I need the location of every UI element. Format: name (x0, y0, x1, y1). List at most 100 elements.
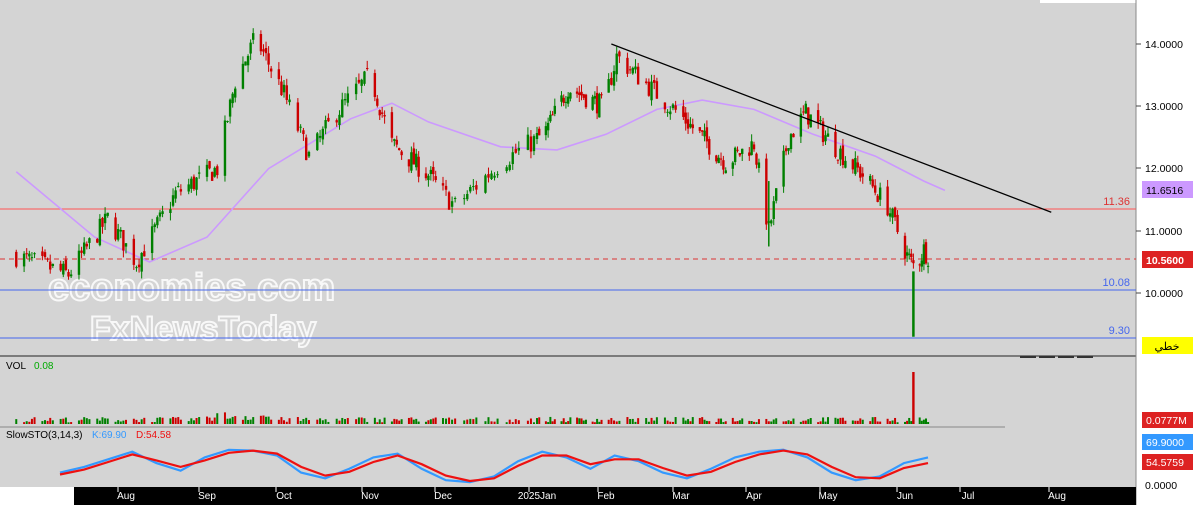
candle-body (410, 152, 413, 171)
volume-bar (234, 416, 237, 424)
volume-bar (376, 422, 379, 424)
candle-body (671, 104, 675, 109)
volume-bar (117, 420, 120, 424)
candle-body (717, 157, 720, 164)
volume-bar (650, 417, 653, 424)
volume-bar (206, 416, 208, 424)
volume-bar (208, 417, 211, 424)
volume-bar (724, 421, 727, 424)
volume-bar (172, 416, 175, 424)
candle-body (135, 267, 138, 269)
candle-body (153, 224, 156, 228)
volume-bar (538, 417, 541, 424)
volume-tag-text: 0.0777M (1146, 415, 1187, 427)
candle-body (378, 110, 381, 116)
candle-body (187, 184, 190, 192)
volume-bar (395, 419, 398, 424)
candle-body (264, 47, 268, 54)
volume-bar (851, 420, 854, 424)
candle-body (514, 148, 517, 153)
candle-body (804, 103, 807, 114)
volume-bar (908, 417, 911, 424)
candle-body (655, 81, 659, 99)
candle-body (177, 186, 180, 188)
volume-bar (288, 418, 291, 424)
candle-body (770, 220, 773, 224)
candle-body (469, 187, 472, 192)
volume-bar (669, 421, 672, 424)
volume-bar (321, 420, 324, 424)
candle-body (466, 193, 469, 200)
candle-body (450, 201, 454, 207)
volume-bar (195, 417, 198, 424)
volume-bar (346, 418, 349, 424)
candle-body (487, 174, 490, 178)
volume-bar (514, 419, 517, 424)
downtrend-line[interactable] (611, 43, 1052, 213)
volume-bar (757, 419, 760, 424)
candle-body (197, 172, 201, 174)
volume-bar (427, 420, 430, 424)
candle-body (752, 144, 756, 150)
stoch-d-label: D:54.58 (136, 430, 171, 441)
volume-bar (252, 417, 255, 424)
volume-bar (615, 421, 618, 424)
volume-bar (637, 418, 640, 424)
candle-body (269, 68, 273, 72)
volume-bar (741, 418, 744, 424)
volume-bar (918, 417, 921, 424)
candle-body (871, 179, 874, 187)
stoch-d-tag: 54.5759 (1142, 454, 1193, 470)
candle-body (366, 68, 369, 70)
candle-body (784, 148, 788, 152)
volume-bar (33, 417, 36, 424)
volume-bar (400, 419, 403, 424)
candle-body (517, 147, 521, 151)
candle-body (653, 80, 656, 83)
volume-bar (871, 417, 874, 424)
candle-body (878, 187, 882, 200)
volume-bar (262, 415, 265, 424)
candle-body (228, 99, 232, 117)
candle-body (434, 176, 437, 181)
price-tick-14: 14.0000 (1145, 39, 1183, 51)
candle-body (844, 160, 847, 168)
volume-bar (859, 418, 862, 424)
volume-bar (844, 420, 847, 424)
volume-bar (70, 422, 73, 424)
candle-body (234, 88, 237, 98)
volume-bar (211, 420, 214, 424)
volume-bar (432, 418, 435, 424)
candle-body (582, 94, 585, 98)
volume-bar (226, 418, 229, 424)
drawing-tool-box[interactable] (1142, 337, 1193, 354)
candle-body (650, 81, 653, 101)
volume-bar (119, 421, 122, 424)
time-axis-bar[interactable] (74, 487, 1136, 505)
volume-bar (562, 418, 565, 424)
volume-bar (910, 421, 913, 424)
candle-body (119, 229, 122, 232)
stoch-label: SlowSTO(3,14,3) (6, 430, 83, 441)
candle-body (689, 123, 692, 128)
candle-body (703, 130, 706, 137)
candle-body (905, 252, 909, 256)
drawing-tool-tag[interactable]: خطي (1142, 337, 1193, 354)
volume-bar (259, 415, 262, 424)
candle-body (598, 94, 601, 118)
volume-bar (398, 420, 401, 424)
volume-bar (631, 418, 634, 424)
volume-bar (59, 418, 62, 424)
candle-body (736, 149, 739, 151)
volume-bar (787, 420, 790, 424)
volume-bar (487, 417, 490, 424)
volume-bar (578, 418, 581, 424)
volume-bar (448, 417, 451, 424)
volume-bar (874, 417, 877, 424)
volume-bar (511, 422, 514, 424)
candle-body (836, 159, 840, 161)
candle-body (578, 92, 581, 95)
volume-bar (241, 419, 244, 424)
volume-bar (526, 420, 529, 424)
candle-body (77, 250, 81, 275)
